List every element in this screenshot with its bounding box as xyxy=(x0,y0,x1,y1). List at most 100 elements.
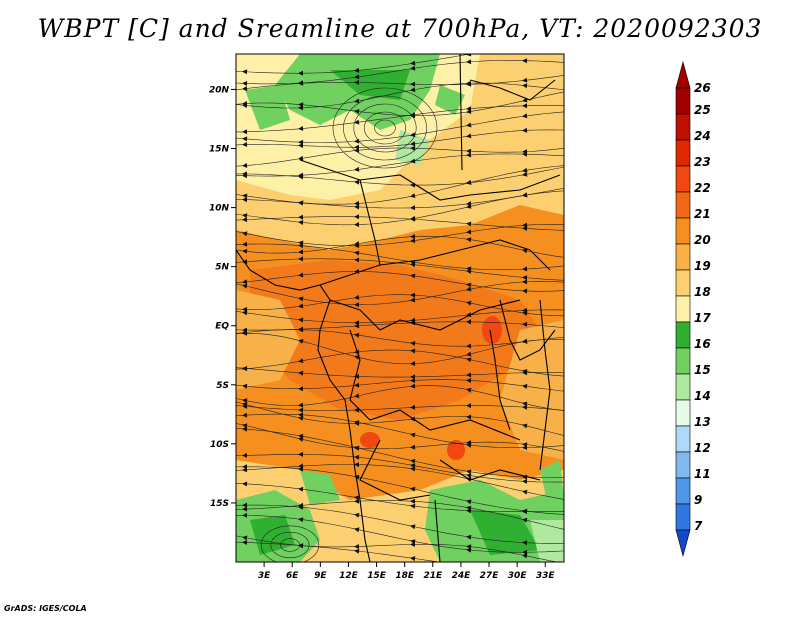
border-h xyxy=(359,439,431,501)
streamline-arrow xyxy=(522,321,528,327)
streamline-arrow xyxy=(354,179,360,185)
lat-tick-label: 5N xyxy=(215,263,229,273)
streamline xyxy=(236,147,564,167)
wbpt-band-22-south-2 xyxy=(447,440,465,460)
streamline-arrow xyxy=(242,481,248,487)
colorbar-label: 20 xyxy=(694,233,711,247)
streamline xyxy=(236,385,564,411)
streamline xyxy=(236,329,564,347)
streamline-arrow xyxy=(298,433,304,439)
streamline-arrow xyxy=(354,393,360,399)
streamline-arrow xyxy=(410,486,416,492)
streamline-arrow xyxy=(466,133,472,139)
streamline xyxy=(236,349,564,377)
streamline-arrow xyxy=(354,166,360,172)
streamline-arrow xyxy=(410,383,416,389)
colorbar-segment xyxy=(675,191,691,219)
lat-tick-label: 10N xyxy=(209,204,230,214)
streamline-arrow xyxy=(242,535,248,541)
streamline-arrow xyxy=(354,355,360,360)
lon-tick-label: 9E xyxy=(314,571,327,581)
streamline-arrow xyxy=(354,332,360,338)
streamline xyxy=(236,82,564,109)
streamline-arrow xyxy=(410,524,416,530)
streamline-arrow xyxy=(410,205,416,211)
border-d xyxy=(329,299,521,331)
streamline-arrow xyxy=(522,553,528,559)
streamline-arrow xyxy=(242,248,248,254)
streamline-arrow xyxy=(522,275,528,281)
streamline-arrow xyxy=(410,65,416,71)
streamline-arrow xyxy=(522,58,528,64)
streamline xyxy=(236,367,564,378)
colorbar-top-arrow xyxy=(675,60,691,89)
streamline-arrow xyxy=(242,213,248,219)
streamline-arrow xyxy=(354,382,360,388)
streamline-arrow xyxy=(410,60,416,66)
streamline-arrow xyxy=(410,404,416,410)
colorbar-segment xyxy=(675,347,691,375)
streamline-arrow xyxy=(522,401,528,407)
streamline-arrow xyxy=(298,174,304,180)
colorbar-label: 18 xyxy=(694,285,711,299)
streamline-arrow xyxy=(242,279,248,285)
streamline-arrow xyxy=(354,323,360,329)
streamline-arrow xyxy=(298,303,304,309)
colorbar-label: 19 xyxy=(694,259,711,273)
streamline-arrow xyxy=(466,106,472,112)
streamline-arrow xyxy=(354,294,360,300)
colorbar-segment xyxy=(675,165,691,193)
streamline-arrow xyxy=(522,103,527,109)
streamline-arrow xyxy=(298,296,304,302)
streamline-arrow xyxy=(298,200,304,206)
streamline-arrow xyxy=(522,171,528,177)
colorbar-label: 26 xyxy=(694,81,711,95)
colorbar-segment xyxy=(675,373,691,401)
streamline-arrow xyxy=(242,423,248,429)
map-frame xyxy=(235,53,565,563)
streamline-arrow xyxy=(522,226,528,231)
streamline-arrow xyxy=(354,512,360,518)
streamline-arrow xyxy=(242,330,247,336)
streamline-arrow xyxy=(522,288,528,294)
streamline-arrow xyxy=(410,444,416,450)
streamline-arrow xyxy=(242,402,248,408)
streamline-vortex xyxy=(270,531,310,559)
lon-tick-label: 12E xyxy=(339,571,359,581)
streamline-arrow xyxy=(354,462,359,468)
streamline-arrow xyxy=(242,283,248,289)
streamline xyxy=(236,500,564,530)
colorbar-segment xyxy=(675,217,691,245)
streamline-arrow xyxy=(466,221,472,227)
streamline-arrow xyxy=(466,286,472,292)
streamline xyxy=(236,105,564,133)
streamline-arrow xyxy=(466,180,472,185)
streamline-arrow xyxy=(354,147,360,153)
streamline-arrow xyxy=(410,234,416,239)
streamline-arrow xyxy=(354,527,360,533)
lon-tick-label: 18E xyxy=(395,571,415,581)
lat-tick-label: 10S xyxy=(210,440,229,450)
streamline-arrow xyxy=(522,383,528,389)
streamline-arrow xyxy=(410,87,416,93)
colorbar-segment xyxy=(675,477,691,505)
streamline-arrow xyxy=(522,83,528,89)
colorbar-label: 24 xyxy=(694,129,711,143)
streamline-arrow xyxy=(410,361,416,367)
streamline-arrow xyxy=(242,129,248,135)
streamline xyxy=(236,541,441,562)
streamline xyxy=(236,243,564,270)
streamline-arrow xyxy=(466,312,472,318)
colorbar-segment xyxy=(675,321,691,349)
streamline-arrow xyxy=(354,454,360,460)
streamline-arrow xyxy=(522,113,528,119)
streamline-arrow xyxy=(522,248,528,254)
grads-credit: GrADS: IGES/COLA xyxy=(4,604,87,613)
streamline-arrow xyxy=(466,403,471,409)
streamline-arrow xyxy=(354,80,359,85)
streamline-arrow xyxy=(410,458,416,464)
streamline-arrow xyxy=(242,307,248,312)
streamline-arrow xyxy=(298,249,304,255)
streamline-arrow xyxy=(242,81,248,86)
